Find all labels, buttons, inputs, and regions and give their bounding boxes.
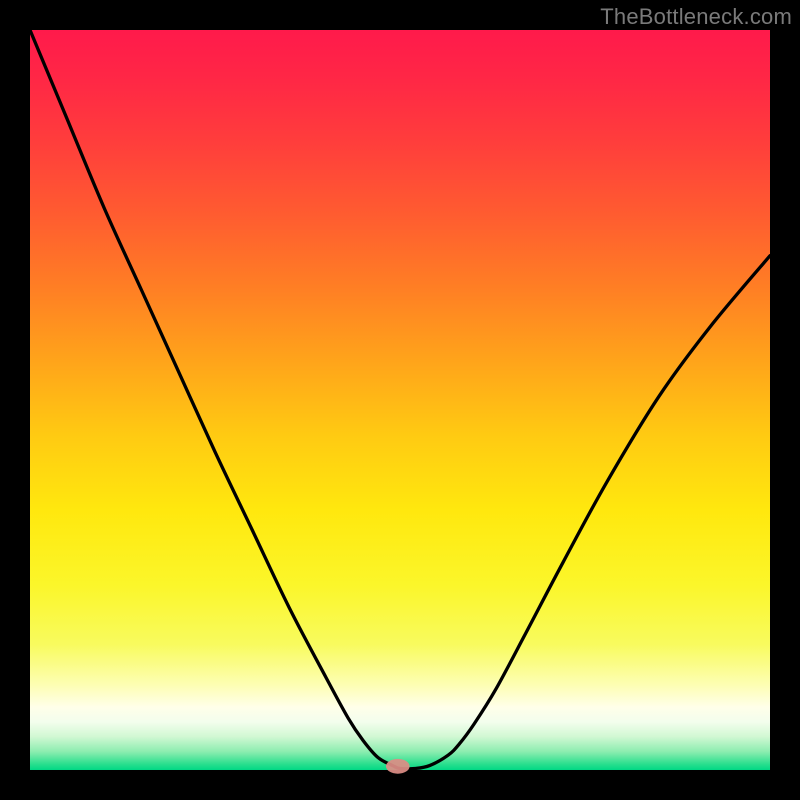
optimal-point-marker bbox=[386, 759, 410, 774]
bottleneck-chart bbox=[0, 0, 800, 800]
watermark-text: TheBottleneck.com bbox=[600, 4, 792, 30]
plot-background bbox=[30, 30, 770, 770]
chart-container: { "watermark": { "text": "TheBottleneck.… bbox=[0, 0, 800, 800]
